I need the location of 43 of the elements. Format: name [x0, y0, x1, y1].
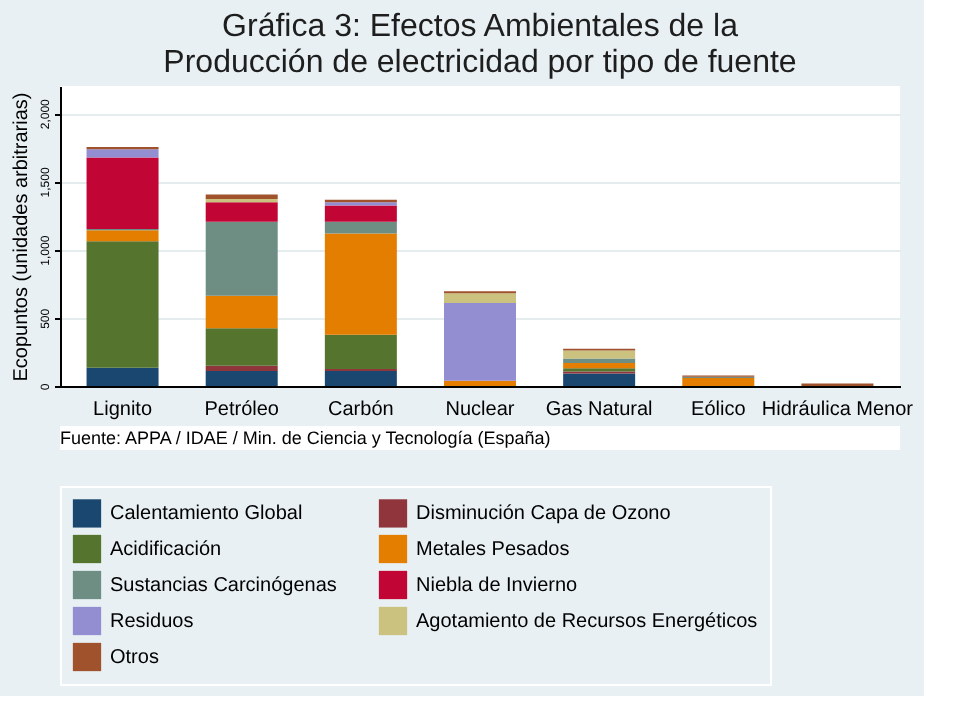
- bar: [444, 380, 516, 386]
- bar: [86, 241, 159, 368]
- legend-label: Residuos: [110, 611, 194, 633]
- text: Producción de electricidad por tipo de fuente: [163, 46, 797, 80]
- bar: [682, 378, 755, 386]
- legend-label: Niebla de Invierno: [416, 575, 579, 597]
- x-tick-label: Nuclear: [445, 399, 516, 421]
- bar: [205, 371, 278, 386]
- legend-label: Metales Pesados: [416, 539, 570, 561]
- x-tick-label: Eólico: [691, 399, 747, 421]
- bar: [324, 205, 397, 222]
- bar: [324, 221, 397, 234]
- bar: [205, 202, 278, 222]
- legend-label: Calentamiento Global: [110, 503, 303, 526]
- x-tick-label: Hidráulica Menor: [761, 399, 915, 421]
- bar: [324, 334, 397, 370]
- x-tick-label: Petróleo: [204, 399, 280, 421]
- bar: [563, 373, 636, 386]
- bar: [86, 367, 159, 386]
- bar: [86, 149, 159, 158]
- legend-label: Agotamiento de Recursos Energéticos: [416, 611, 758, 633]
- bar: [563, 358, 636, 364]
- y-axis-title: Ecopuntos (unidades arbitrarias): [11, 92, 33, 382]
- bar: [205, 365, 278, 371]
- bar: [205, 295, 278, 329]
- source-note: Fuente: APPA / IDAE / Min. de Ciencia y Tecnología (España): [60, 428, 551, 448]
- x-tick-label: Gas Natural: [545, 399, 653, 421]
- legend-label: Otros: [110, 647, 159, 669]
- bar: [205, 221, 278, 296]
- bar: [324, 233, 397, 335]
- legend-label: Acidificación: [110, 539, 222, 561]
- x-tick-label: Carbón: [328, 399, 394, 421]
- legend-label: Sustancias Carcinógenas: [110, 575, 337, 597]
- bar: [563, 363, 636, 369]
- bar: [444, 293, 516, 303]
- x-tick-label: Lignito: [93, 399, 153, 421]
- text: Gráfica 3: Efectos Ambientales de la: [222, 10, 738, 44]
- bar: [205, 328, 278, 366]
- bar: [324, 371, 397, 386]
- legend-label: Disminución Capa de Ozono: [416, 503, 672, 526]
- bar: [86, 230, 159, 242]
- bar: [444, 302, 516, 381]
- bar: [86, 157, 159, 229]
